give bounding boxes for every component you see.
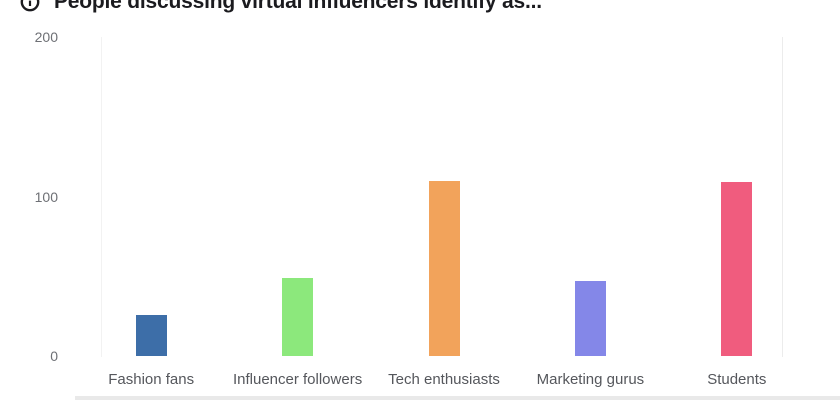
bar-fashion-fans[interactable] <box>135 315 167 356</box>
bar-marketing-gurus[interactable] <box>574 281 606 356</box>
category-label-marketing-gurus: Marketing gurus <box>536 371 645 388</box>
info-circle-icon[interactable] <box>20 0 40 12</box>
chart-header: People discussing virtual influencers id… <box>20 0 542 13</box>
bottom-divider <box>75 396 840 400</box>
bar-tech-enthusiasts[interactable] <box>428 181 460 356</box>
category-label-tech-enthusiasts: Tech enthusiasts <box>388 371 500 388</box>
y-tick-0: 0 <box>50 348 58 364</box>
bar-influencer-followers[interactable] <box>282 278 314 356</box>
chart-title: People discussing virtual influencers id… <box>54 0 542 13</box>
plot-edge-line-left <box>101 37 102 357</box>
y-tick-100: 100 <box>34 188 58 205</box>
plot-edge-line-right <box>782 37 783 357</box>
category-label-influencer-followers: Influencer followers <box>232 371 363 388</box>
category-label-fashion-fans: Fashion fans <box>108 371 195 388</box>
bar-students[interactable] <box>721 182 753 356</box>
y-tick-200: 200 <box>34 29 58 45</box>
category-label-students: Students <box>707 371 767 388</box>
